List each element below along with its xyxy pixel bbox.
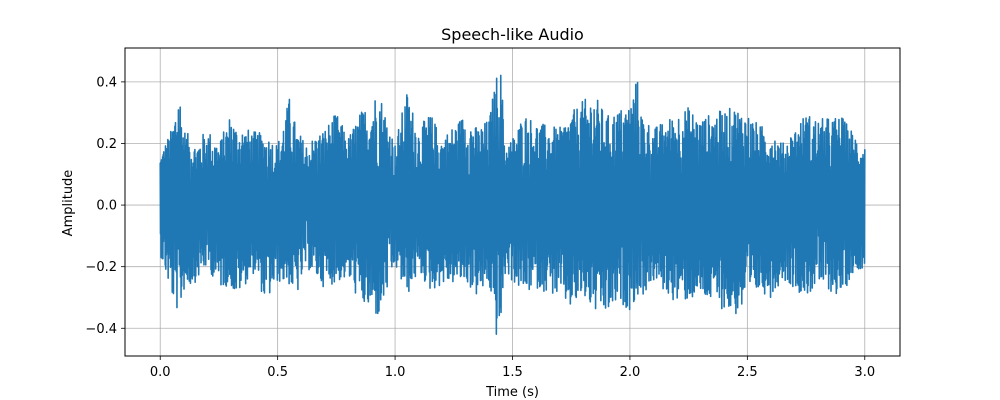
x-tick-label: 1.0 — [385, 365, 406, 380]
y-tick-label: −0.2 — [85, 260, 117, 275]
x-axis-label: Time (s) — [485, 385, 539, 400]
ticks: 0.0 0.5 1.0 1.5 2.0 2.5 3.0 −0.4 −0.2 0.0 0.2 0.4 — [85, 75, 875, 380]
y-axis-label: Amplitude — [61, 170, 76, 237]
chart-title: Speech-like Audio — [441, 25, 584, 44]
y-tick-label: 0.0 — [96, 199, 117, 214]
y-tick-label: 0.2 — [96, 137, 117, 152]
plot-area — [159, 74, 866, 335]
x-tick-label: 1.5 — [502, 365, 523, 380]
x-tick-label: 2.0 — [620, 365, 641, 380]
x-tick-label: 2.5 — [737, 365, 758, 380]
x-tick-label: 3.0 — [854, 365, 875, 380]
x-tick-label: 0.5 — [267, 365, 288, 380]
waveform-series-line — [159, 74, 866, 335]
x-tick-label: 0.0 — [150, 365, 171, 380]
y-tick-label: −0.4 — [85, 322, 117, 337]
y-tick-label: 0.4 — [96, 75, 117, 90]
